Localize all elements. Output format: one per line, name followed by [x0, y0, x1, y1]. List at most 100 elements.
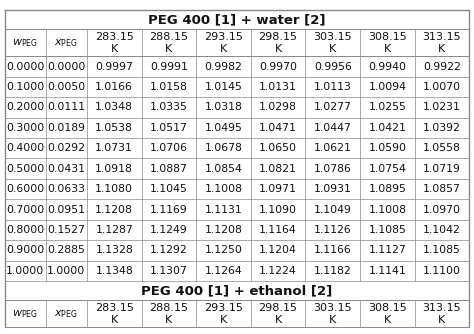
Text: 293.15
K: 293.15 K [204, 32, 243, 54]
Text: 1.1131: 1.1131 [205, 204, 242, 214]
Text: 0.2000: 0.2000 [6, 103, 45, 113]
Text: 1.1204: 1.1204 [259, 245, 297, 256]
Text: 1.1328: 1.1328 [95, 245, 133, 256]
Text: 1.1008: 1.1008 [204, 184, 243, 194]
Text: 1.1042: 1.1042 [423, 225, 461, 235]
Text: 1.1164: 1.1164 [259, 225, 297, 235]
Text: 0.0000: 0.0000 [6, 61, 45, 71]
Text: 1.0070: 1.0070 [423, 82, 461, 92]
Text: 1.0970: 1.0970 [423, 204, 461, 214]
Text: 1.0335: 1.0335 [150, 103, 188, 113]
Text: 303.15
K: 303.15 K [313, 303, 352, 325]
Text: 1.1292: 1.1292 [150, 245, 188, 256]
Text: 1.0621: 1.0621 [314, 143, 352, 153]
Text: 1.1224: 1.1224 [259, 266, 297, 276]
Text: 1.1126: 1.1126 [314, 225, 352, 235]
Text: 288.15
K: 288.15 K [149, 32, 188, 54]
Text: 1.0558: 1.0558 [423, 143, 461, 153]
Text: 298.15
K: 298.15 K [259, 303, 298, 325]
Text: 283.15
K: 283.15 K [95, 303, 134, 325]
Text: 1.1264: 1.1264 [205, 266, 242, 276]
Text: 1.0854: 1.0854 [204, 164, 242, 174]
Text: 1.0318: 1.0318 [204, 103, 242, 113]
Text: 0.9991: 0.9991 [150, 61, 188, 71]
Text: 1.0158: 1.0158 [150, 82, 188, 92]
Text: 0.9956: 0.9956 [314, 61, 352, 71]
Text: 1.0131: 1.0131 [259, 82, 297, 92]
Text: 0.0951: 0.0951 [47, 204, 85, 214]
Text: 1.0094: 1.0094 [368, 82, 406, 92]
Text: 1.1208: 1.1208 [95, 204, 133, 214]
Text: 1.1085: 1.1085 [368, 225, 406, 235]
Text: 1.1049: 1.1049 [314, 204, 352, 214]
Text: 1.0857: 1.0857 [423, 184, 461, 194]
Text: 0.4000: 0.4000 [6, 143, 45, 153]
Text: 1.1141: 1.1141 [368, 266, 406, 276]
Text: 293.15
K: 293.15 K [204, 303, 243, 325]
Text: 1.1127: 1.1127 [368, 245, 406, 256]
Text: $w_{\mathrm{PEG}}$: $w_{\mathrm{PEG}}$ [12, 308, 38, 320]
Text: 1.0231: 1.0231 [423, 103, 461, 113]
Text: 288.15
K: 288.15 K [149, 303, 188, 325]
Text: 1.0447: 1.0447 [314, 123, 352, 133]
Text: 303.15
K: 303.15 K [313, 32, 352, 54]
Text: 1.0517: 1.0517 [150, 123, 188, 133]
Text: 0.0000: 0.0000 [47, 61, 85, 71]
Text: 0.9982: 0.9982 [204, 61, 242, 71]
Text: 1.1045: 1.1045 [150, 184, 188, 194]
Text: 1.0471: 1.0471 [259, 123, 297, 133]
Text: 1.1008: 1.1008 [368, 204, 406, 214]
Text: 1.0590: 1.0590 [368, 143, 406, 153]
Text: 0.0633: 0.0633 [47, 184, 85, 194]
Text: 1.0000: 1.0000 [47, 266, 85, 276]
Text: PEG 400 [1] + water [2]: PEG 400 [1] + water [2] [148, 13, 326, 26]
Text: 0.8000: 0.8000 [6, 225, 45, 235]
Text: 0.0292: 0.0292 [47, 143, 85, 153]
Text: 0.0050: 0.0050 [47, 82, 85, 92]
Text: 1.0298: 1.0298 [259, 103, 297, 113]
Text: 1.0731: 1.0731 [95, 143, 133, 153]
Text: 1.1182: 1.1182 [314, 266, 352, 276]
Text: 1.0754: 1.0754 [368, 164, 406, 174]
Text: 1.0495: 1.0495 [204, 123, 242, 133]
Text: 1.0000: 1.0000 [6, 266, 45, 276]
Text: 1.0931: 1.0931 [314, 184, 352, 194]
Text: 1.1348: 1.1348 [95, 266, 133, 276]
Text: 1.0277: 1.0277 [314, 103, 352, 113]
Text: 308.15
K: 308.15 K [368, 32, 407, 54]
Text: 1.1208: 1.1208 [204, 225, 242, 235]
Text: 0.1527: 0.1527 [47, 225, 85, 235]
Text: 0.0189: 0.0189 [47, 123, 85, 133]
Text: 1.1100: 1.1100 [423, 266, 461, 276]
Text: 1.0538: 1.0538 [95, 123, 133, 133]
Text: $x_{\mathrm{PEG}}$: $x_{\mathrm{PEG}}$ [55, 37, 78, 49]
Text: 308.15
K: 308.15 K [368, 303, 407, 325]
Text: 1.1250: 1.1250 [204, 245, 242, 256]
Text: 1.0706: 1.0706 [150, 143, 188, 153]
Text: 1.1166: 1.1166 [314, 245, 352, 256]
Text: 1.0895: 1.0895 [368, 184, 406, 194]
Text: 1.0255: 1.0255 [368, 103, 406, 113]
Text: $x_{\mathrm{PEG}}$: $x_{\mathrm{PEG}}$ [55, 308, 78, 320]
Text: 0.7000: 0.7000 [6, 204, 45, 214]
Text: 1.1085: 1.1085 [423, 245, 461, 256]
Text: 1.0918: 1.0918 [95, 164, 133, 174]
Text: 1.0887: 1.0887 [150, 164, 188, 174]
Text: 0.2885: 0.2885 [47, 245, 85, 256]
Text: 0.9970: 0.9970 [259, 61, 297, 71]
Text: 0.6000: 0.6000 [6, 184, 45, 194]
Text: 1.0821: 1.0821 [259, 164, 297, 174]
Text: 1.1080: 1.1080 [95, 184, 133, 194]
Text: 1.0166: 1.0166 [95, 82, 133, 92]
Text: 0.9940: 0.9940 [368, 61, 406, 71]
Text: 0.1000: 0.1000 [6, 82, 45, 92]
Text: 1.1287: 1.1287 [95, 225, 133, 235]
Text: 1.1090: 1.1090 [259, 204, 297, 214]
Text: 313.15
K: 313.15 K [423, 32, 461, 54]
Text: 1.0786: 1.0786 [314, 164, 352, 174]
Text: PEG 400 [1] + ethanol [2]: PEG 400 [1] + ethanol [2] [141, 284, 333, 297]
Text: 283.15
K: 283.15 K [95, 32, 134, 54]
Text: 298.15
K: 298.15 K [259, 32, 298, 54]
Text: 1.1249: 1.1249 [150, 225, 188, 235]
Text: 1.1169: 1.1169 [150, 204, 188, 214]
